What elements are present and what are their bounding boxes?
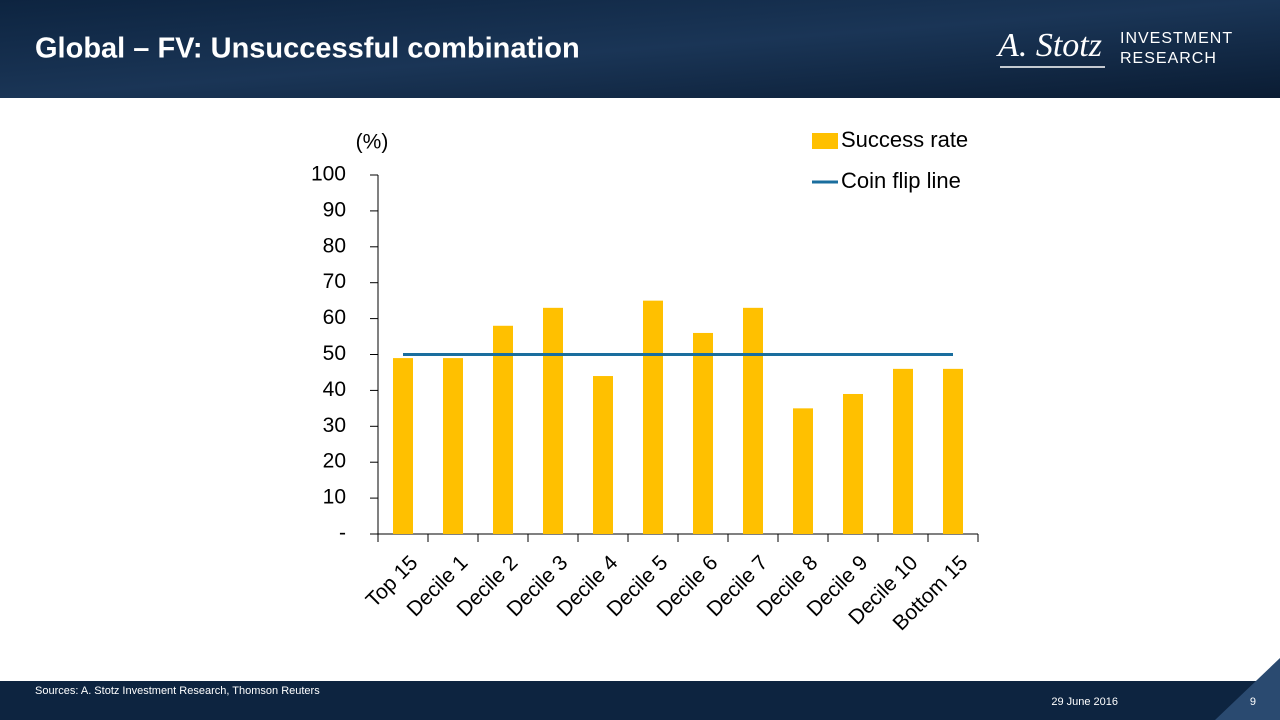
y-tick-label: 10 — [323, 486, 346, 509]
logo-line1: INVESTMENT — [1120, 30, 1233, 47]
y-tick-label: 70 — [323, 270, 346, 293]
bar — [593, 376, 613, 534]
legend-label: Success rate — [841, 127, 968, 152]
footer-corner — [1215, 658, 1280, 720]
footer-sources: Sources: A. Stotz Investment Research, T… — [35, 685, 320, 697]
bar — [693, 332, 713, 534]
bar — [543, 307, 563, 534]
y-tick-label: 90 — [323, 198, 346, 221]
bar — [643, 300, 663, 534]
bar — [443, 358, 463, 534]
logo-line2: RESEARCH — [1120, 50, 1217, 67]
bar — [743, 307, 763, 534]
y-tick-label: 60 — [323, 306, 346, 329]
page-number: 9 — [1250, 696, 1256, 708]
bar — [793, 408, 813, 534]
footer-bar — [0, 681, 1280, 720]
y-tick-label: 20 — [323, 450, 346, 473]
y-tick-label: 80 — [323, 234, 346, 257]
y-tick-label: 100 — [311, 163, 346, 186]
bar — [843, 393, 863, 534]
bar — [943, 368, 963, 534]
footer-date: 29 June 2016 — [1051, 696, 1118, 708]
logo-name: A. Stotz — [996, 27, 1102, 64]
slide-title: Global – FV: Unsuccessful combination — [35, 33, 580, 65]
y-tick-label: 40 — [323, 378, 346, 401]
legend-label: Coin flip line — [841, 168, 961, 193]
y-tick-label: 30 — [323, 414, 346, 437]
bar — [493, 325, 513, 534]
y-axis-label: (%) — [356, 131, 389, 154]
bar — [393, 358, 413, 534]
y-tick-label: 50 — [323, 342, 346, 365]
y-tick-label: - — [339, 522, 346, 545]
legend-swatch — [812, 133, 838, 149]
header-bar — [0, 0, 1280, 98]
bar — [893, 368, 913, 534]
